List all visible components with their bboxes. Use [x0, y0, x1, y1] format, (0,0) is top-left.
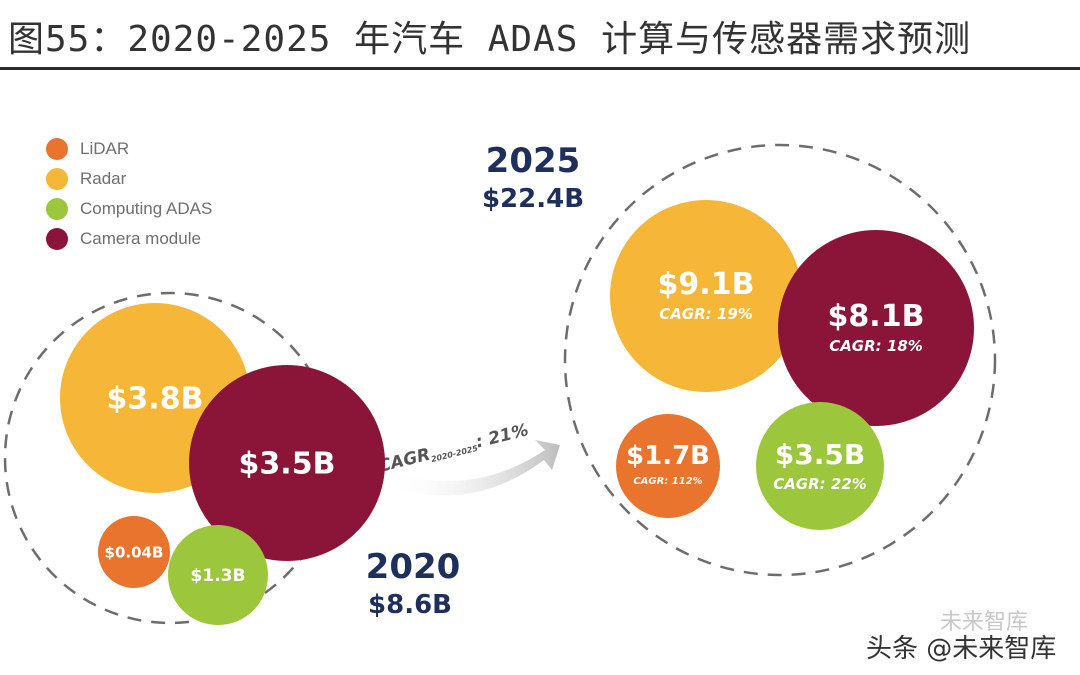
bubble-2020-computing-adas [168, 525, 268, 625]
overall-cagr-label: CAGR2020-2025: 21% [376, 420, 530, 477]
cagr-value: : 21% [474, 420, 531, 452]
bubble-cagr-2025-lidar: CAGR: 112% [633, 476, 702, 487]
bubble-cagr-2025-radar: CAGR: 19% [659, 305, 753, 323]
legend: LiDAR Radar Computing ADAS Camera module [46, 134, 212, 254]
cagr-subscript: 2020-2025 [430, 444, 479, 464]
legend-label-computing-adas: Computing ADAS [80, 199, 213, 218]
bubble-value-2020-radar: $3.8B [107, 382, 204, 417]
bubble-2020-lidar [98, 516, 170, 588]
watermark: 头条 @未来智库 [866, 634, 1057, 664]
group-2025-total: $22.4B [482, 184, 584, 214]
legend-item-camera-module: Camera module [46, 224, 212, 254]
bubble-value-2025-camera-module: $8.1B [828, 299, 925, 334]
legend-swatch-computing-adas [46, 198, 68, 220]
growth-arrow [385, 440, 560, 496]
group-2020-year: 2020 [366, 547, 461, 587]
legend-item-radar: Radar [46, 164, 212, 194]
group-2025-year: 2025 [486, 141, 581, 181]
bubble-value-2020-lidar: $0.04B [105, 543, 164, 561]
legend-label-lidar: LiDAR [80, 139, 130, 158]
legend-swatch-radar [46, 168, 68, 190]
bubble-value-2025-lidar: $1.7B [626, 441, 710, 471]
legend-swatch-lidar [46, 138, 68, 160]
bubble-2025-computing-adas [756, 402, 884, 530]
legend-label-camera-module: Camera module [80, 229, 201, 248]
bubble-value-2020-camera-module: $3.5B [239, 447, 336, 482]
bubbles: $3.8B $3.5B $0.04B $1.3B $9.1B CAGR: 19% $8.1B… [60, 200, 974, 625]
legend-item-lidar: LiDAR [46, 134, 212, 164]
legend-swatch-camera-module [46, 228, 68, 250]
legend-item-computing-adas: Computing ADAS [46, 194, 212, 224]
chart-title: 图55：2020-2025 年汽车 ADAS 计算与传感器需求预测 [8, 19, 972, 60]
bubble-cagr-2025-computing-adas: CAGR: 22% [773, 475, 867, 493]
bubble-value-2020-computing-adas: $1.3B [191, 566, 246, 586]
watermark-ghost: 未来智库 [940, 610, 1029, 635]
bubble-2020-camera-module [189, 365, 385, 561]
title-bar: 图55：2020-2025 年汽车 ADAS 计算与传感器需求预测 [0, 0, 1080, 70]
bubble-value-2025-computing-adas: $3.5B [775, 438, 865, 471]
group-2020-total: $8.6B [368, 590, 452, 620]
legend-label-radar: Radar [80, 169, 127, 188]
bubble-2025-lidar [616, 414, 720, 518]
bubble-value-2025-radar: $9.1B [658, 267, 755, 302]
group-2025-outline [563, 143, 997, 577]
bubble-cagr-2025-camera-module: CAGR: 18% [829, 337, 923, 355]
bubble-2025-radar [610, 200, 802, 392]
bubble-2025-camera-module [778, 230, 974, 426]
